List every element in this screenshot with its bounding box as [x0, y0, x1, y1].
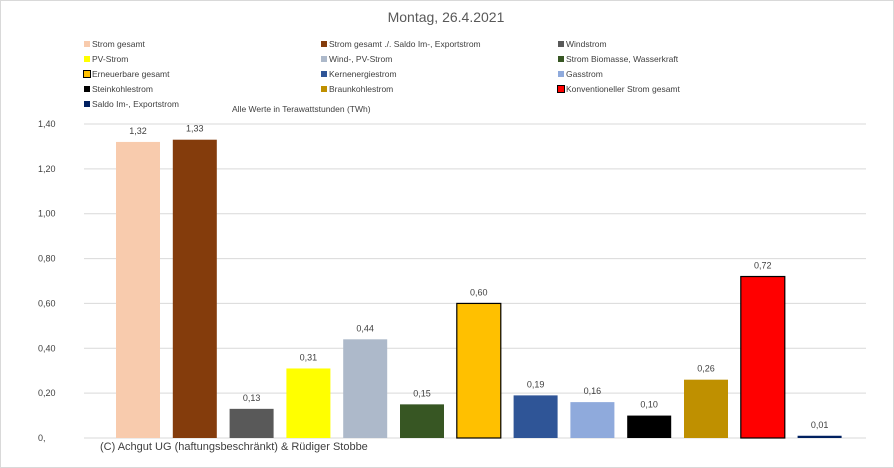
- bar-value-label: 0,10: [640, 400, 658, 410]
- bar-value-label: 0,15: [413, 388, 431, 398]
- bar-value-label: 0,44: [356, 323, 374, 333]
- y-tick-label: 0,60: [38, 298, 56, 308]
- legend-label: Wind-, PV-Strom: [329, 54, 393, 64]
- y-tick-label: 0,: [38, 433, 46, 443]
- y-tick-label: 0,20: [38, 388, 56, 398]
- legend-label: Steinkohlestrom: [92, 84, 153, 94]
- legend-swatch: [558, 70, 564, 77]
- legend-item-kernenergiestrom: Kernenergiestrom: [321, 69, 397, 79]
- bar-value-label: 0,16: [584, 386, 602, 396]
- legend-item-windstrom: Windstrom: [558, 39, 607, 49]
- legend-item-strom-gesamt: Strom gesamt: [84, 39, 145, 49]
- legend-swatch: [83, 69, 91, 78]
- bar: [286, 368, 331, 438]
- legend-swatch: [557, 84, 565, 93]
- bar: [627, 415, 672, 438]
- chart-title: Montag, 26.4.2021: [387, 9, 505, 25]
- y-tick-label: 1,40: [38, 119, 56, 129]
- legend-label: Konventioneller Strom gesamt: [566, 84, 680, 94]
- legend-label: Saldo Im-, Exportstrom: [92, 99, 179, 109]
- legend-label: PV-Strom: [92, 54, 129, 64]
- legend-item-erneuerbare-gesamt: Erneuerbare gesamt: [83, 69, 170, 79]
- chart-subtitle: Alle Werte in Terawattstunden (TWh): [232, 104, 371, 114]
- legend-swatch: [321, 70, 327, 77]
- legend-label: Erneuerbare gesamt: [92, 69, 170, 79]
- bar-value-label: 0,13: [243, 393, 261, 403]
- legend-label: Braunkohlestrom: [329, 84, 394, 94]
- bar: [172, 139, 217, 438]
- bar-value-label: 0,60: [470, 287, 488, 297]
- bar: [229, 408, 274, 438]
- bar: [400, 404, 444, 438]
- legend-label: Kernenergiestrom: [329, 69, 397, 79]
- y-axis-labels: 1,40 1,20 1,00 0,80 0,60 0,40 0,20 0,: [38, 119, 56, 443]
- bar-value-label: 0,26: [697, 364, 715, 374]
- legend-swatch: [558, 55, 564, 62]
- legend-label: Strom gesamt: [92, 39, 145, 49]
- legend-item-pv-strom: PV-Strom: [84, 54, 128, 64]
- bar: [740, 275, 786, 439]
- legend-label: Windstrom: [566, 39, 607, 49]
- legend-swatch: [321, 55, 327, 62]
- legend-label: Strom Biomasse, Wasserkraft: [566, 54, 679, 64]
- legend-swatch: [558, 40, 564, 47]
- copyright-footer: (C) Achgut UG (haftungsbeschränkt) & Rüd…: [100, 441, 368, 453]
- bars: [116, 139, 842, 439]
- legend-item-strom-gesamt-saldo: Strom gesamt ./. Saldo Im-, Exportstrom: [321, 39, 481, 49]
- legend-label: Strom gesamt ./. Saldo Im-, Exportstrom: [329, 39, 481, 49]
- bar: [343, 339, 388, 438]
- legend-swatch: [84, 40, 90, 47]
- bar-value-label: 0,72: [754, 261, 772, 271]
- bar: [513, 395, 558, 438]
- legend-item-wind-pv-strom: Wind-, PV-Strom: [321, 54, 392, 64]
- y-tick-label: 0,80: [38, 254, 56, 264]
- chart-legend: Strom gesamt Strom gesamt ./. Saldo Im-,…: [83, 39, 784, 113]
- y-tick-label: 1,00: [38, 209, 56, 219]
- legend-item-braunkohlestrom: Braunkohlestrom: [321, 84, 393, 94]
- legend-swatch: [321, 85, 327, 92]
- bar-value-label: 1,33: [186, 124, 204, 134]
- bar-value-label: 1,32: [129, 126, 147, 136]
- legend-item-steinkohlestrom: Steinkohlestrom: [84, 84, 153, 94]
- legend-item-konventioneller-strom: Konventioneller Strom gesamt: [557, 84, 680, 94]
- bar: [797, 435, 842, 438]
- value-labels: 1,32 1,33 0,13 0,31 0,44 0,15 0,60 0,19 0,16 0,10…: [129, 124, 828, 430]
- bar: [684, 379, 728, 438]
- bar-value-label: 0,19: [527, 379, 545, 389]
- bar-value-label: 0,31: [300, 352, 318, 362]
- legend-swatch: [84, 55, 90, 62]
- legend-swatch: [84, 85, 90, 92]
- legend-label: Gasstrom: [566, 69, 603, 79]
- legend-item-saldo-im-export: Saldo Im-, Exportstrom: [84, 99, 179, 109]
- bar: [116, 141, 160, 438]
- bar-value-label: 0,01: [811, 420, 829, 430]
- y-tick-label: 1,20: [38, 164, 56, 174]
- y-tick-label: 0,40: [38, 343, 56, 353]
- bar: [456, 302, 502, 439]
- legend-swatch: [321, 40, 327, 47]
- legend-item-gasstrom: Gasstrom: [558, 69, 603, 79]
- legend-item-biomasse-wasserkraft: Strom Biomasse, Wasserkraft: [558, 54, 678, 64]
- legend-swatch: [84, 100, 90, 107]
- bar: [570, 402, 615, 438]
